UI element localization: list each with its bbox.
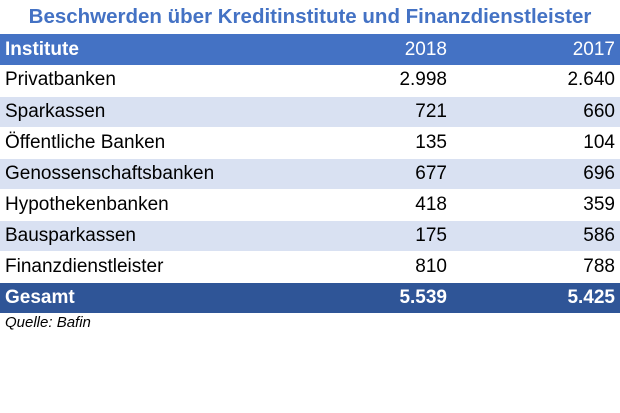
table-row: Hypothekenbanken 418 359: [0, 189, 620, 221]
total-2017: 5.425: [567, 286, 615, 308]
institute-cell: Bausparkassen: [0, 220, 284, 252]
value-2018-cell: 135: [284, 127, 452, 159]
value-2018-cell: 175: [284, 220, 452, 252]
table-row: Sparkassen 721 660: [0, 96, 620, 128]
table-row: Öffentliche Banken 135 104: [0, 127, 620, 159]
complaints-table: Institute 2018 2017 Privatbanken 2.998 2…: [0, 34, 620, 313]
value-2018-cell: 418: [284, 189, 452, 221]
value-2018-cell: 721: [284, 96, 452, 128]
table-row: Finanzdienstleister 810 788: [0, 251, 620, 283]
total-row: Gesamt 5.539 5.425: [0, 282, 620, 313]
header-institute: Institute: [5, 38, 79, 60]
total-label: Gesamt: [5, 286, 75, 308]
value-2018-cell: 677: [284, 158, 452, 190]
header-2018: 2018: [404, 38, 447, 60]
value-2017-cell: 359: [452, 189, 620, 221]
table-title: Beschwerden über Kreditinstitute und Fin…: [28, 5, 592, 28]
institute-cell: Finanzdienstleister: [0, 251, 284, 283]
institute-cell: Privatbanken: [0, 65, 284, 97]
institute-cell: Öffentliche Banken: [0, 127, 284, 159]
value-2017-cell: 104: [452, 127, 620, 159]
institute-cell: Genossenschaftsbanken: [0, 158, 284, 190]
value-2018-cell: 2.998: [284, 65, 452, 97]
header-row: Institute 2018 2017: [0, 34, 620, 65]
table-row: Privatbanken 2.998 2.640: [0, 65, 620, 97]
value-2017-cell: 586: [452, 220, 620, 252]
header-2017: 2017: [572, 38, 615, 60]
value-2017-cell: 788: [452, 251, 620, 283]
value-2017-cell: 2.640: [452, 65, 620, 97]
source-note: Quelle: Bafin: [5, 314, 91, 331]
table-row: Genossenschaftsbanken 677 696: [0, 158, 620, 190]
table-row: Bausparkassen 175 586: [0, 220, 620, 252]
total-2018: 5.539: [399, 286, 447, 308]
institute-cell: Sparkassen: [0, 96, 284, 128]
value-2017-cell: 696: [452, 158, 620, 190]
value-2017-cell: 660: [452, 96, 620, 128]
value-2018-cell: 810: [284, 251, 452, 283]
institute-cell: Hypothekenbanken: [0, 189, 284, 221]
